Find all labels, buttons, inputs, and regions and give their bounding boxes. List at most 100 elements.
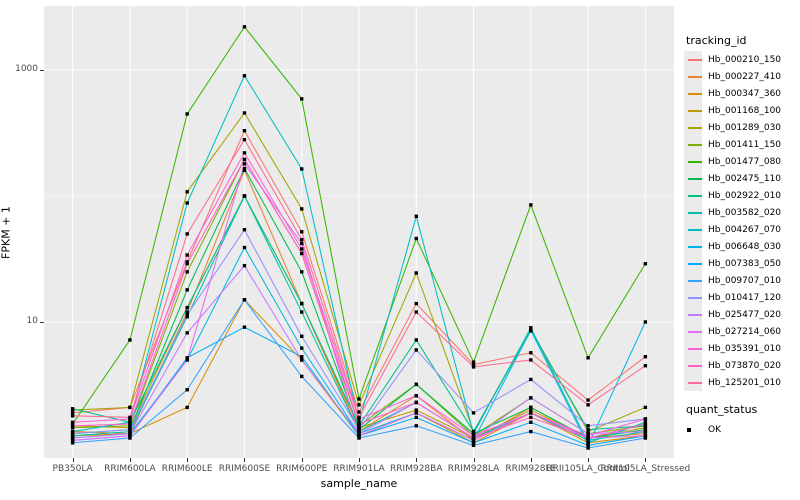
x-axis-tick: [645, 458, 647, 462]
data-point: [185, 270, 189, 274]
legend-swatch-line: [688, 76, 702, 78]
data-point: [643, 429, 648, 434]
x-tick-label: RRII105LA_Control: [546, 464, 630, 474]
data-point: [414, 394, 418, 398]
legend-label: Hb_000210_150: [708, 55, 782, 65]
data-point: [471, 443, 476, 448]
x-tick-label: RRIM928BA: [390, 464, 443, 474]
data-point: [185, 405, 189, 410]
x-tick-label: RRIM901LA: [333, 464, 385, 474]
quant-status-legend-title: quant_status: [686, 403, 758, 416]
x-tick-label: RRIM600SE: [218, 464, 271, 474]
data-point: [242, 74, 247, 78]
data-point: [242, 128, 247, 133]
legend-label: Hb_007383_050: [708, 259, 782, 269]
legend-swatch-line: [688, 212, 702, 214]
data-point: [70, 436, 75, 440]
x-tick-label: RRIM600LE: [161, 464, 213, 474]
data-point: [185, 232, 189, 236]
legend-item-Hb_025477_020: Hb_025477_020: [680, 306, 800, 323]
data-point: [586, 434, 590, 438]
data-point: [185, 112, 189, 116]
legend-label: Hb_000347_360: [708, 89, 782, 99]
legend-label: Hb_004267_070: [708, 225, 782, 235]
legend-swatch-line: [688, 382, 702, 384]
data-point: [529, 351, 533, 355]
legend-label: Hb_000227_410: [708, 72, 782, 82]
data-point: [242, 25, 247, 29]
data-point: [185, 388, 189, 392]
legend-swatch-line: [688, 348, 702, 350]
legend-label: Hb_035391_010: [708, 344, 782, 354]
data-point: [586, 441, 590, 445]
legend-label: Hb_006648_030: [708, 242, 782, 252]
x-axis-tick: [244, 458, 246, 462]
data-point: [471, 429, 476, 434]
data-point: [128, 415, 132, 420]
x-axis-tick: [416, 458, 418, 462]
data-point: [586, 438, 590, 443]
data-point: [357, 424, 361, 428]
data-point: [70, 425, 75, 430]
data-point: [185, 358, 189, 362]
legend-label: Hb_025477_020: [708, 310, 782, 320]
legend-item-Hb_001477_080: Hb_001477_080: [680, 153, 800, 170]
data-point: [185, 288, 189, 292]
data-point: [300, 207, 304, 211]
data-point: [643, 420, 648, 424]
data-point: [70, 441, 75, 445]
data-point: [414, 214, 418, 219]
legend-label: Hb_027214_060: [708, 327, 782, 337]
legend-item-Hb_125201_010: Hb_125201_010: [680, 374, 800, 391]
x-axis-tick: [473, 458, 475, 462]
data-point: [128, 424, 132, 428]
data-point: [414, 424, 418, 428]
data-point: [414, 382, 418, 387]
data-point: [128, 405, 132, 410]
legend-swatch-line: [688, 59, 702, 61]
data-point: [242, 263, 247, 268]
legend-item-Hb_002475_110: Hb_002475_110: [680, 170, 800, 187]
data-point: [242, 137, 247, 142]
data-point: [70, 424, 75, 428]
data-point: [300, 97, 304, 101]
x-axis-tick: [187, 458, 189, 462]
data-point: [529, 415, 533, 420]
data-point: [300, 334, 304, 339]
data-point: [529, 396, 533, 400]
y-tick-label: 1000: [15, 64, 38, 74]
data-point: [185, 201, 189, 205]
legend-item-Hb_007383_050: Hb_007383_050: [680, 255, 800, 272]
data-point: [529, 411, 533, 415]
x-axis-tick: [301, 458, 303, 462]
data-point: [471, 365, 476, 369]
x-axis-title: sample_name: [320, 477, 398, 490]
legend-item-Hb_006648_030: Hb_006648_030: [680, 238, 800, 255]
legend-swatch-line: [688, 229, 702, 231]
data-point: [70, 438, 75, 443]
legend-title: tracking_id: [686, 34, 747, 47]
data-point: [128, 436, 132, 440]
data-point: [185, 190, 189, 194]
data-point: [185, 313, 189, 317]
legend-label: Hb_010417_120: [708, 293, 782, 303]
legend-swatch-line: [688, 297, 702, 299]
data-point: [128, 422, 132, 426]
x-tick-label: RRIM928LE: [505, 464, 557, 474]
legend-swatch-line: [688, 144, 702, 146]
legend-item-Hb_001289_030: Hb_001289_030: [680, 119, 800, 136]
data-point: [242, 298, 247, 302]
data-point: [529, 328, 533, 332]
data-point: [357, 410, 361, 414]
data-point: [643, 355, 648, 359]
legend-label: Hb_001289_030: [708, 123, 782, 133]
legend-swatch-line: [688, 93, 702, 95]
legend-swatch-line: [688, 263, 702, 265]
data-point: [185, 260, 189, 264]
data-point: [471, 436, 476, 440]
legend-item-Hb_010417_120: Hb_010417_120: [680, 289, 800, 306]
legend-item-Hb_001168_100: Hb_001168_100: [680, 102, 800, 119]
legend-swatch-line: [688, 178, 702, 180]
data-point: [357, 422, 361, 426]
data-point: [300, 167, 304, 171]
